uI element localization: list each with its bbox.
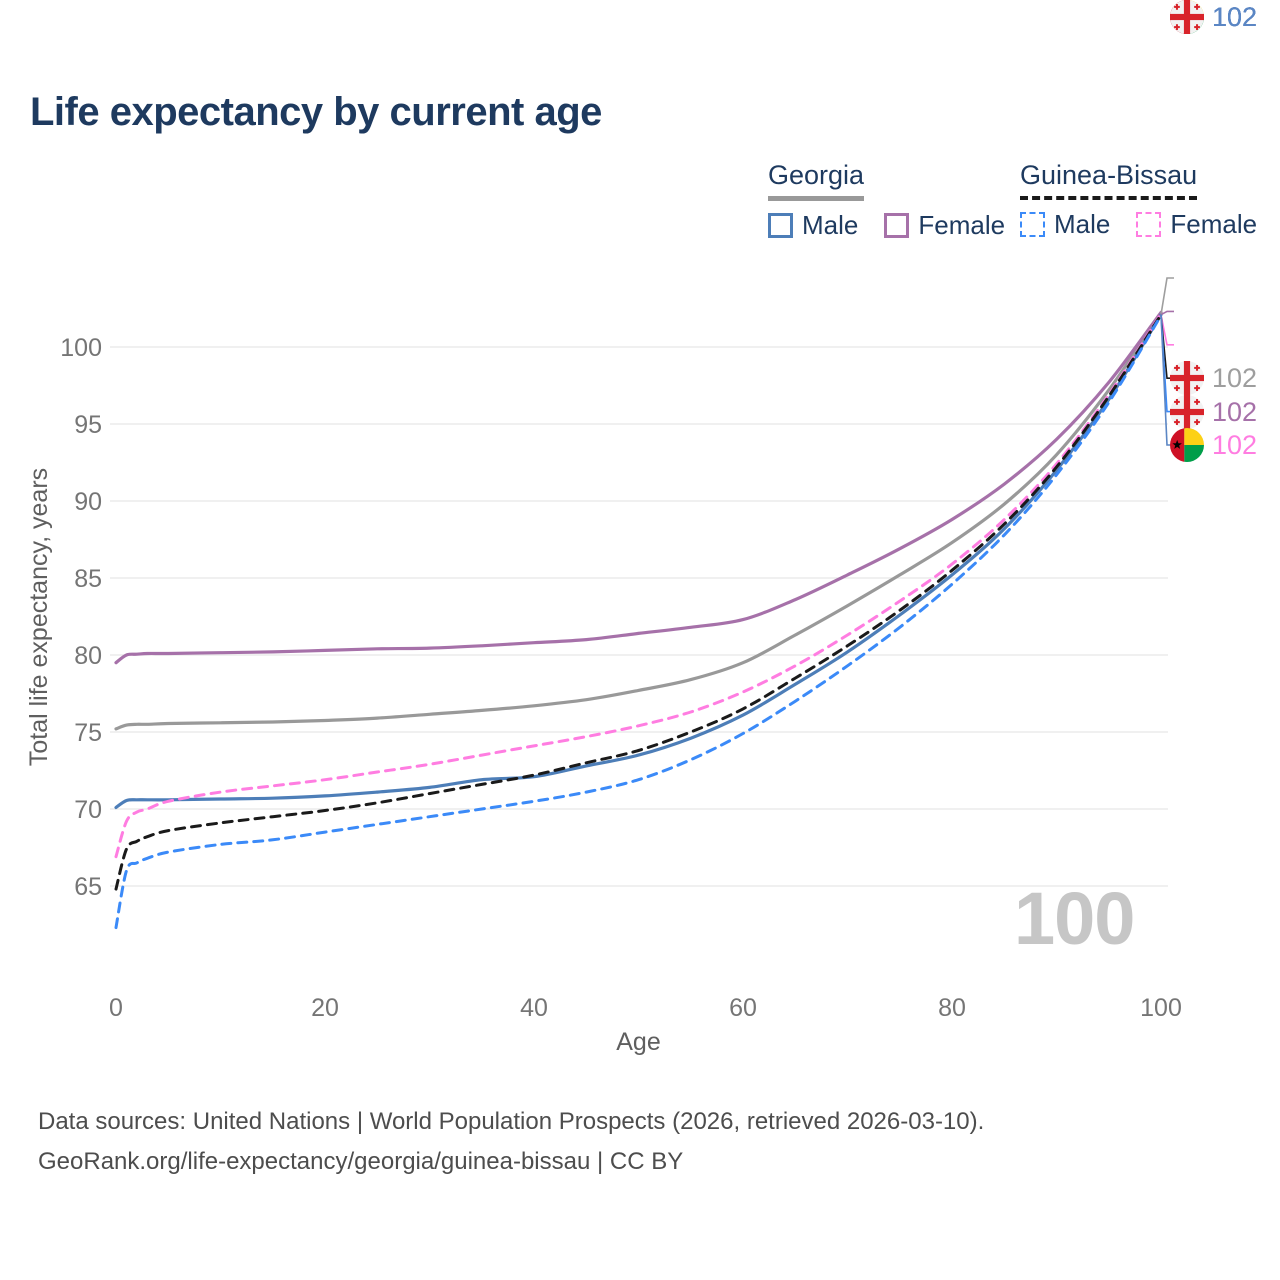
end-label-leader-line — [1160, 310, 1174, 316]
legend-item-georgia-female[interactable]: Female — [884, 210, 1005, 241]
legend-group-georgia: Georgia Male Female — [768, 160, 1005, 241]
y-axis-title: Total life expectancy, years — [25, 468, 53, 766]
end-value: 102 — [1212, 396, 1258, 427]
data-sources-note: Data sources: United Nations | World Pop… — [38, 1108, 985, 1135]
end-label-georgia-both: 102 — [1170, 361, 1257, 395]
x-tick-label: 40 — [520, 994, 548, 1022]
end-label-georgia-male: 102 — [1170, 0, 1257, 34]
end-label-leader-line — [1160, 277, 1174, 315]
gb-female-swatch-icon — [1136, 212, 1162, 237]
y-tick-label: 65 — [74, 873, 102, 901]
y-tick-label: 100 — [60, 334, 102, 362]
legend-country-guinea-bissau: Guinea-Bissau — [1020, 160, 1198, 200]
gb-male-swatch-icon — [1020, 212, 1045, 237]
legend-item-georgia-male[interactable]: Male — [768, 210, 858, 241]
x-tick-label: 100 — [1140, 994, 1182, 1022]
legend-label: Female — [918, 210, 1006, 240]
end-value: 102 — [1212, 429, 1258, 460]
legend-item-gb-male[interactable]: Male — [1020, 209, 1110, 240]
end-value: 102 — [1212, 1, 1258, 32]
end-value: 102 — [1212, 1, 1258, 32]
end-label-gb-female: 102 — [1170, 428, 1257, 462]
georgia-female-swatch-icon — [884, 213, 910, 238]
legend-country-georgia: Georgia — [768, 160, 865, 201]
source-url[interactable]: GeoRank.org/life-expectancy/georgia/guin… — [38, 1148, 684, 1175]
y-tick-label: 75 — [74, 719, 102, 747]
x-tick-label: 60 — [729, 994, 757, 1022]
x-tick-label: 20 — [311, 994, 339, 1022]
x-tick-label: 80 — [938, 994, 966, 1022]
series-line-georgia-male — [114, 313, 1163, 810]
series-line-guinea-bissau-female — [114, 312, 1163, 859]
legend-item-gb-female[interactable]: Female — [1136, 209, 1257, 240]
x-tick-label: 0 — [109, 994, 123, 1022]
age-counter-watermark: 100 — [1014, 877, 1135, 960]
legend-label: Male — [802, 210, 859, 240]
y-tick-label: 85 — [74, 565, 102, 593]
end-value: 102 — [1212, 1, 1258, 32]
georgia-flag-icon — [1170, 361, 1204, 395]
end-label-leader-line — [1160, 314, 1174, 346]
series-line-georgia-both-sexes — [114, 311, 1163, 731]
y-tick-label: 95 — [74, 411, 102, 439]
legend-label: Female — [1170, 209, 1258, 239]
y-tick-label: 70 — [74, 796, 102, 824]
series-line-georgia-female — [114, 310, 1163, 665]
end-value: 102 — [1212, 362, 1258, 393]
end-label-georgia-female: 102 — [1170, 395, 1257, 429]
y-tick-label: 90 — [74, 488, 102, 516]
georgia-male-swatch-icon — [768, 213, 793, 238]
series-line-guinea-bissau-both-sexes — [114, 313, 1163, 891]
guinea-bissau-flag-icon — [1170, 428, 1204, 462]
legend-label: Male — [1054, 209, 1111, 239]
georgia-flag-icon — [1170, 395, 1204, 429]
legend-group-guinea-bissau: Guinea-Bissau Male Female — [1020, 160, 1257, 240]
y-tick-label: 80 — [74, 642, 102, 670]
page-title: Life expectancy by current age — [30, 90, 602, 134]
x-axis-title: Age — [616, 1028, 660, 1056]
georgia-flag-icon — [1170, 0, 1204, 34]
series-line-guinea-bissau-male — [114, 313, 1163, 930]
